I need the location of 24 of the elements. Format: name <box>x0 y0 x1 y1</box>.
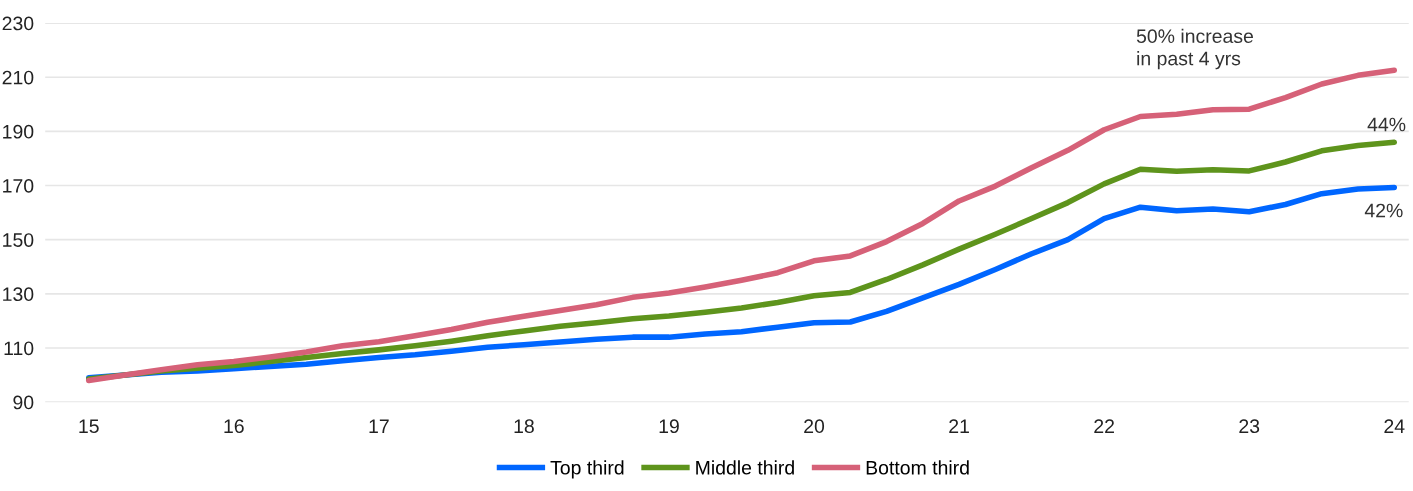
legend-label: Top third <box>550 460 624 479</box>
legend-label: Bottom third <box>866 460 969 475</box>
annotation: 50% increase in past 4 yrs <box>1136 28 1253 70</box>
x-tick-label: 17 <box>369 419 389 433</box>
y-tick-label: 230 <box>2 16 34 31</box>
x-tick-label: 24 <box>1384 419 1405 433</box>
legend-label: Middle third <box>696 460 794 475</box>
annotation: 44% <box>1367 117 1406 132</box>
y-tick-label: 190 <box>3 124 34 139</box>
y-tick-label: 110 <box>4 341 34 356</box>
x-tick-label: 22 <box>1094 419 1114 433</box>
x-tick-label: 16 <box>224 419 244 434</box>
y-tick-label: 90 <box>13 395 34 410</box>
y-tick-label: 130 <box>3 287 34 302</box>
annotation: 42% <box>1364 203 1403 218</box>
y-tick-label: 210 <box>2 70 34 85</box>
x-tick-label: 23 <box>1239 419 1260 434</box>
y-tick-label: 150 <box>3 233 34 247</box>
x-tick-label: 18 <box>514 419 534 434</box>
x-tick-label: 15 <box>79 419 99 434</box>
x-tick-label: 20 <box>804 419 825 434</box>
y-tick-label: 170 <box>3 179 34 193</box>
x-tick-label: 21 <box>949 419 969 433</box>
x-tick-label: 19 <box>659 419 679 434</box>
